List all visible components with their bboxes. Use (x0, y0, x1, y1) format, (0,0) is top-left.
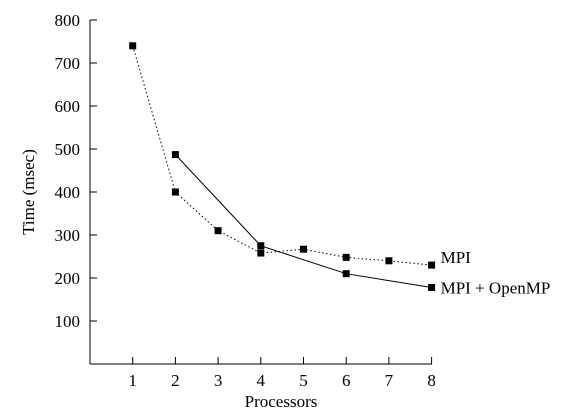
y-tick-label: 600 (55, 97, 81, 116)
y-ticks: 100 200 300 400 500 600 700 800 (55, 11, 97, 331)
y-tick-label: 300 (55, 226, 81, 245)
x-tick-label: 6 (342, 371, 351, 390)
y-tick-label: 700 (55, 54, 81, 73)
series-mpi-openmp: MPI + OpenMP (171, 151, 551, 297)
series-layer: MPI MPI + OpenMP (129, 42, 550, 297)
x-tick-label: 1 (128, 371, 137, 390)
data-point (214, 227, 222, 235)
data-point (342, 253, 350, 261)
x-tick-label: 8 (427, 371, 436, 390)
x-tick-label: 4 (257, 371, 266, 390)
data-point (129, 42, 137, 50)
data-point (257, 242, 265, 250)
y-tick-label: 200 (55, 269, 81, 288)
series-line-mpi (132, 45, 432, 266)
y-tick-label: 500 (55, 140, 81, 159)
x-tick-label: 3 (214, 371, 223, 390)
series-label-mpi: MPI (441, 248, 472, 267)
y-tick-label: 800 (55, 11, 81, 30)
x-tick-label: 5 (299, 371, 308, 390)
series-line-mpi-openmp (175, 154, 432, 288)
series-mpi: MPI (129, 42, 472, 269)
data-point (300, 245, 307, 253)
series-label-mpi-openmp: MPI + OpenMP (441, 278, 551, 297)
x-tick-label: 7 (385, 371, 394, 390)
data-point (342, 270, 350, 278)
data-point (171, 151, 179, 159)
data-point (428, 261, 436, 269)
data-point (257, 249, 265, 257)
x-ticks: 1 2 3 4 5 6 7 8 (128, 357, 436, 390)
x-tick-label: 2 (171, 371, 180, 390)
y-tick-label: 100 (55, 312, 81, 331)
data-point (385, 257, 393, 265)
axes (89, 20, 432, 365)
y-tick-label: 400 (55, 183, 81, 202)
y-axis-title: Time (msec) (19, 149, 38, 235)
data-point (171, 188, 179, 196)
data-point (428, 283, 436, 291)
x-axis-title: Processors (245, 392, 318, 411)
